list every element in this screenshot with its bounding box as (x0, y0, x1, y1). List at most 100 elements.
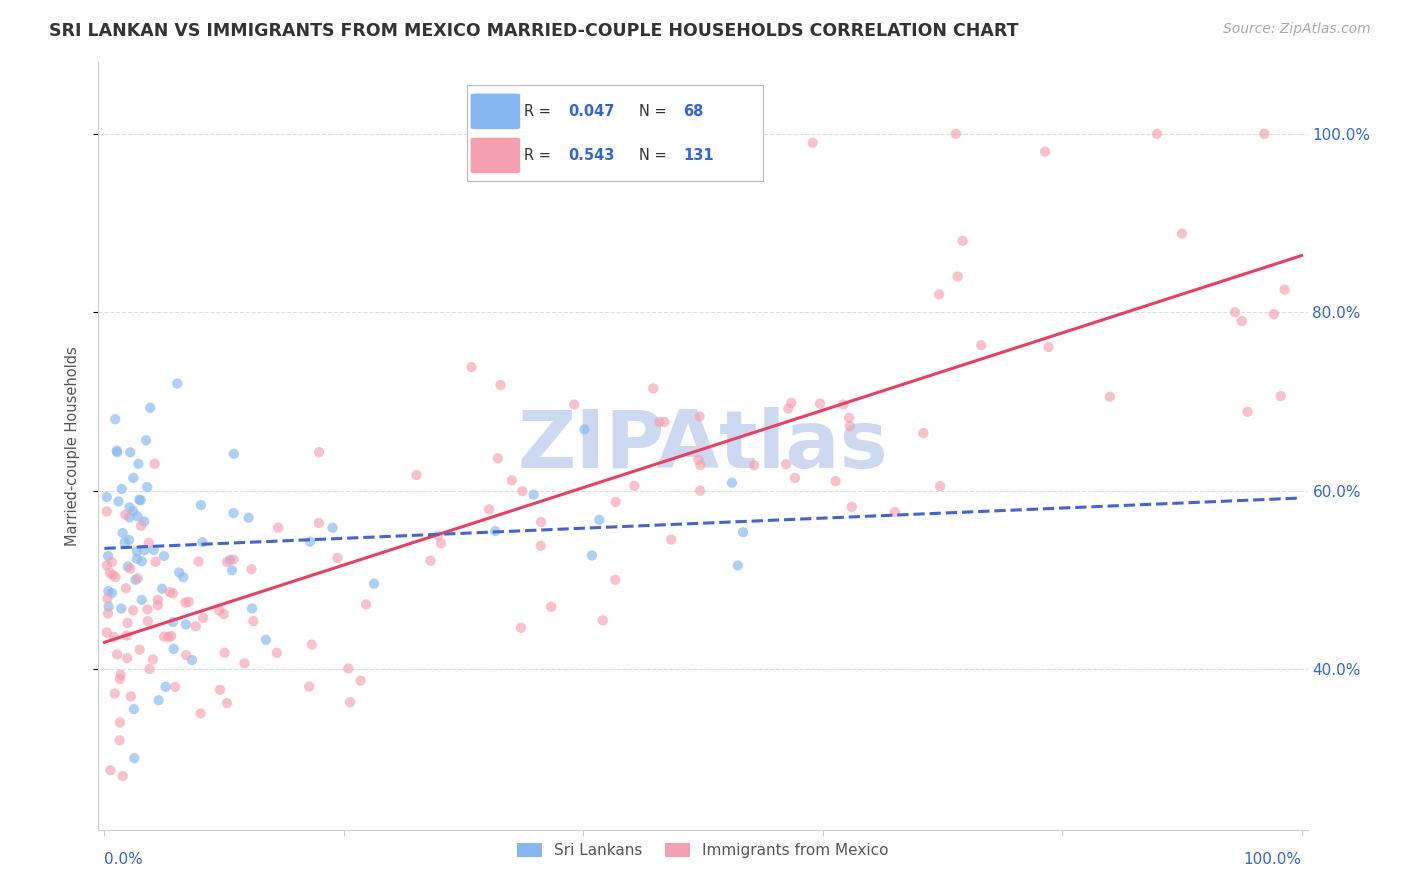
Text: SRI LANKAN VS IMMIGRANTS FROM MEXICO MARRIED-COUPLE HOUSEHOLDS CORRELATION CHART: SRI LANKAN VS IMMIGRANTS FROM MEXICO MAR… (49, 22, 1019, 40)
Point (581, 549, 603, 563)
Point (588, 513, 610, 527)
Point (689, 483, 711, 498)
Point (605, 573, 627, 587)
Point (146, 598, 169, 612)
Point (96, 558, 118, 573)
Point (233, 657, 256, 671)
Point (153, 630, 176, 644)
Point (131, 554, 153, 568)
Point (945, 127, 967, 141)
Point (128, 642, 150, 657)
Point (162, 615, 184, 629)
Point (165, 680, 187, 694)
Point (929, 479, 952, 493)
Point (349, 673, 371, 688)
Point (155, 680, 177, 694)
Point (460, 360, 482, 375)
Point (104, 412, 127, 426)
Point (145, 555, 167, 569)
Point (478, 502, 501, 516)
Point (139, 401, 162, 415)
Point (114, 535, 136, 549)
Point (1253, 127, 1275, 141)
Point (354, 598, 377, 612)
Point (190, 498, 212, 512)
Point (125, 544, 148, 558)
Point (120, 561, 142, 575)
Point (115, 628, 138, 642)
Point (778, 401, 800, 416)
Point (96, 490, 118, 504)
Point (254, 632, 277, 647)
Point (105, 445, 128, 459)
Point (209, 682, 232, 697)
Point (240, 601, 263, 615)
Point (530, 539, 553, 553)
Point (212, 607, 235, 621)
Point (150, 582, 173, 596)
Point (148, 693, 170, 707)
Point (97, 584, 120, 599)
Point (1263, 307, 1285, 321)
Point (1171, 227, 1194, 241)
Point (134, 543, 156, 558)
Text: 100.0%: 100.0% (1243, 852, 1302, 867)
Point (946, 269, 969, 284)
Point (540, 599, 562, 614)
Point (115, 651, 138, 665)
Point (912, 426, 935, 441)
Point (489, 378, 512, 392)
Point (1098, 390, 1121, 404)
Point (111, 526, 134, 541)
Point (129, 518, 152, 533)
Point (174, 648, 197, 662)
Point (114, 582, 136, 596)
Point (321, 521, 343, 535)
Point (780, 396, 803, 410)
Point (727, 558, 749, 573)
Point (808, 396, 831, 410)
Point (110, 601, 132, 615)
Point (1230, 314, 1253, 328)
Point (142, 652, 165, 666)
Point (592, 613, 614, 627)
Point (339, 695, 361, 709)
Point (512, 484, 534, 499)
Point (136, 602, 159, 616)
Point (108, 733, 131, 747)
Point (952, 234, 974, 248)
Point (124, 751, 146, 765)
Point (128, 492, 150, 507)
Point (623, 479, 645, 493)
Point (172, 570, 194, 584)
Point (523, 488, 546, 502)
Point (104, 570, 127, 584)
Text: Source: ZipAtlas.com: Source: ZipAtlas.com (1223, 22, 1371, 37)
Point (108, 672, 131, 686)
Point (166, 376, 188, 391)
Point (838, 410, 860, 425)
Point (337, 661, 360, 675)
Point (654, 415, 676, 429)
Point (242, 614, 264, 628)
Point (146, 592, 169, 607)
Point (120, 690, 142, 704)
Point (801, 136, 824, 150)
Y-axis label: Married-couple Households: Married-couple Households (65, 346, 80, 546)
Point (181, 653, 204, 667)
Point (430, 536, 453, 550)
Point (104, 687, 127, 701)
Point (96, 625, 118, 640)
Point (883, 505, 905, 519)
Point (134, 515, 156, 529)
Point (138, 536, 160, 550)
Point (118, 533, 141, 547)
Point (298, 534, 321, 549)
Point (136, 614, 159, 628)
Point (142, 543, 165, 558)
Point (721, 475, 744, 490)
Text: 0.0%: 0.0% (104, 852, 143, 867)
Point (124, 573, 146, 587)
Point (105, 443, 128, 458)
Point (530, 515, 553, 529)
